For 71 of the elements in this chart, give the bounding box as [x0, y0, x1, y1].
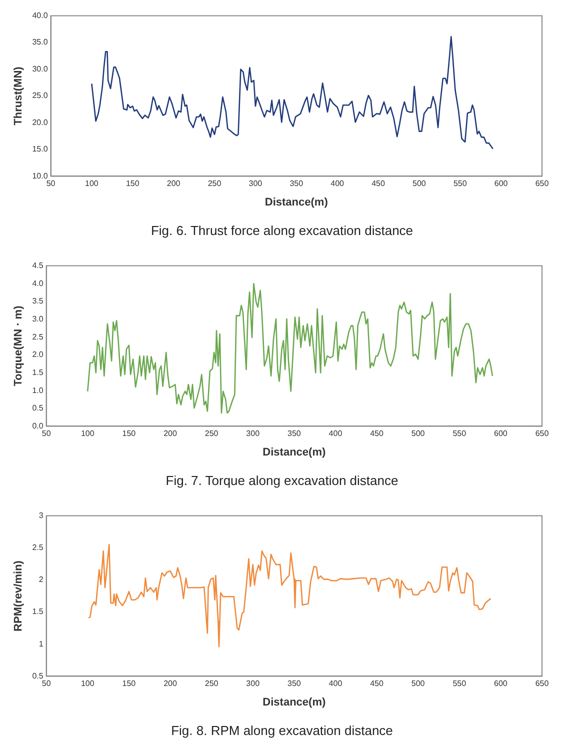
x-tick-label: 200	[166, 179, 181, 188]
x-tick-label: 400	[330, 179, 345, 188]
y-tick-label: 35.0	[32, 38, 48, 47]
x-tick-label: 500	[411, 679, 426, 688]
x-tick-label: 450	[372, 179, 386, 188]
x-tick-label: 250	[204, 679, 219, 688]
x-tick-label: 250	[208, 179, 222, 188]
x-tick-label: 650	[535, 679, 550, 688]
x-tick-label: 400	[328, 679, 343, 688]
x-tick-label: 150	[122, 679, 136, 688]
x-tick-label: 100	[80, 429, 95, 438]
y-tick-label: 0.0	[32, 421, 44, 430]
x-tick-label: 50	[42, 679, 52, 688]
y-tick-label: 3.0	[32, 314, 44, 324]
x-tick-label: 50	[42, 429, 52, 438]
x-tick-label: 450	[370, 429, 384, 438]
x-tick-label: 350	[290, 179, 304, 188]
y-tick-label: 4.5	[32, 261, 44, 270]
x-tick-label: 100	[80, 679, 95, 688]
y-axis-title: Torque(MN · m)	[12, 305, 25, 386]
y-tick-label: 2	[38, 575, 44, 584]
y-tick-label: 0.5	[32, 404, 44, 413]
y-tick-label: 1.5	[32, 368, 44, 377]
y-tick-label: 3	[38, 511, 44, 520]
y-tick-label: 40.0	[32, 11, 48, 20]
y-axis-title: Thrust(MN)	[12, 66, 25, 126]
x-tick-label: 300	[246, 429, 260, 438]
x-axis-title: Distance(m)	[262, 696, 326, 708]
y-tick-label: 2.5	[32, 332, 44, 342]
x-tick-label: 550	[452, 679, 467, 688]
x-axis-title: Distance(m)	[262, 446, 326, 458]
x-axis-title: Distance(m)	[264, 196, 328, 208]
y-tick-label: 2.5	[32, 543, 44, 552]
x-tick-label: 150	[122, 429, 136, 438]
x-tick-label: 300	[246, 679, 260, 688]
x-tick-label: 300	[248, 179, 263, 188]
y-tick-label: 1.5	[32, 607, 44, 616]
y-tick-label: 3.5	[32, 296, 44, 306]
x-tick-label: 350	[287, 679, 302, 688]
x-tick-label: 400	[328, 429, 343, 438]
x-tick-label: 600	[494, 429, 508, 438]
text: Fig. 7. Torque along excavation distance	[164, 473, 400, 488]
y-tick-label: 4.0	[32, 278, 44, 288]
x-tick-label: 150	[126, 179, 140, 188]
y-tick-label: 1	[38, 639, 44, 648]
y-tick-label: 1.0	[32, 386, 44, 395]
x-tick-label: 650	[535, 179, 550, 188]
x-tick-label: 250	[204, 429, 219, 438]
x-tick-label: 100	[85, 179, 99, 188]
y-tick-label: 20.0	[32, 118, 48, 127]
x-tick-label: 650	[535, 429, 550, 438]
x-tick-label: 200	[164, 679, 178, 688]
x-tick-label: 600	[494, 179, 508, 188]
y-axis-title: RPM(rev/min)	[12, 560, 25, 632]
y-tick-label: 0.5	[32, 671, 44, 680]
x-tick-label: 350	[287, 429, 302, 438]
x-tick-label: 600	[494, 679, 508, 688]
x-tick-label: 550	[452, 429, 467, 438]
y-tick-label: 30.0	[32, 64, 48, 74]
y-tick-label: 2.0	[32, 350, 44, 360]
x-tick-label: 450	[370, 679, 384, 688]
y-tick-label: 15.0	[32, 144, 48, 154]
y-tick-label: 25.0	[32, 91, 48, 100]
x-tick-label: 200	[164, 429, 178, 438]
x-tick-label: 50	[46, 179, 56, 188]
x-tick-label: 500	[411, 429, 426, 438]
text: Fig. 8. RPM along excavation distance	[170, 723, 394, 738]
x-tick-label: 500	[412, 179, 426, 188]
x-tick-label: 550	[453, 179, 468, 188]
text: Fig. 6. Thrust force along excavation distance	[150, 223, 414, 238]
y-tick-label: 10.0	[32, 171, 48, 180]
